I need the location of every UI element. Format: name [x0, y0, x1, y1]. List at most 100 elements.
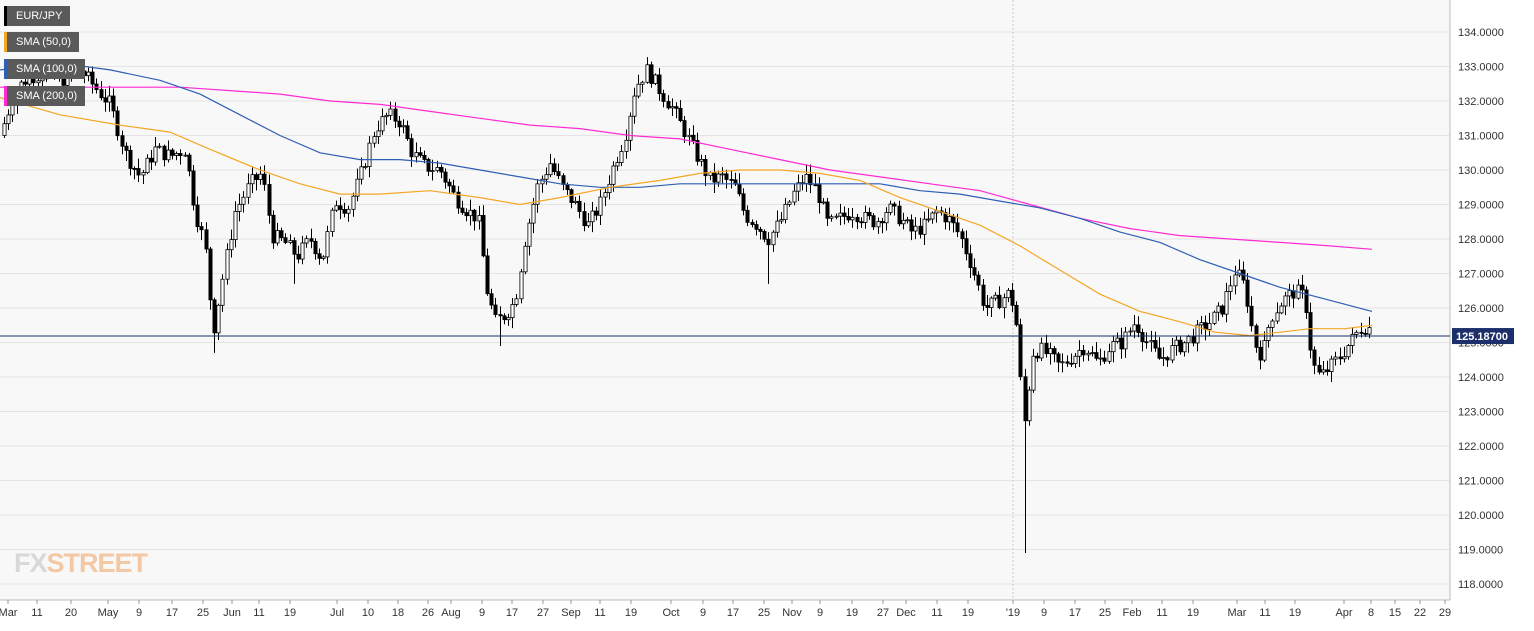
y-tick-label: 122.0000 — [1458, 441, 1504, 453]
candle-down — [1359, 331, 1364, 334]
candle-down — [191, 170, 196, 206]
candle-up — [1090, 352, 1095, 354]
candle-down — [972, 267, 977, 276]
candle-down — [464, 212, 469, 217]
candle-up — [922, 218, 927, 235]
sma-100-line — [0, 62, 1373, 312]
candle-down — [1065, 361, 1070, 364]
candle-up — [913, 225, 918, 232]
x-tick-label: 11 — [931, 607, 942, 619]
candle-up — [863, 211, 868, 223]
candle-down — [103, 97, 108, 103]
candle-down — [338, 205, 343, 210]
candle-up — [1161, 357, 1166, 360]
x-tick-label: Dec — [896, 607, 916, 619]
x-tick-label: Sep — [561, 607, 581, 619]
candle-down — [296, 253, 301, 260]
candle-down — [712, 172, 717, 183]
y-axis: 134.0000 133.0000 132.0000 131.0000 130.0000… — [1449, 0, 1504, 600]
y-tick-label: 129.0000 — [1458, 200, 1504, 212]
candle-up — [1132, 324, 1137, 332]
candle-down — [1258, 346, 1263, 361]
candle-down — [892, 203, 897, 207]
candle-down — [1010, 289, 1015, 306]
candle-up — [527, 222, 532, 247]
candle-up — [653, 74, 658, 84]
candle-down — [880, 221, 885, 224]
candle-down — [1245, 279, 1250, 307]
candle-down — [871, 215, 876, 228]
candle-up — [275, 230, 280, 244]
candle-down — [124, 145, 129, 151]
candle-up — [804, 173, 809, 184]
candle-up — [783, 203, 788, 221]
candle-up — [590, 210, 595, 223]
legend-label: SMA (200,0) — [16, 90, 78, 102]
candle-down — [418, 152, 423, 156]
candle-down — [90, 71, 95, 85]
candle-down — [212, 299, 217, 334]
candle-up — [1170, 345, 1175, 361]
candle-down — [271, 214, 276, 244]
candle-up — [514, 298, 519, 305]
gridlines — [0, 0, 1450, 600]
candle-down — [279, 230, 284, 239]
candle-up — [477, 215, 482, 222]
candle-up — [1212, 311, 1217, 324]
x-tick-label: 10 — [362, 607, 374, 619]
x-tick-label: Feb — [1123, 607, 1142, 619]
candle-up — [468, 209, 473, 217]
y-tick-label: 127.0000 — [1458, 269, 1504, 281]
candle-down — [745, 209, 750, 223]
candle-down — [1081, 349, 1086, 356]
candle-down — [120, 135, 125, 147]
candle-down — [552, 163, 557, 173]
candle-up — [506, 317, 511, 321]
y-tick-label: 133.0000 — [1458, 62, 1504, 74]
candle-down — [674, 106, 679, 109]
candle-down — [1014, 304, 1019, 326]
candle-up — [258, 173, 263, 180]
candle-down — [859, 221, 864, 224]
candle-down — [1023, 376, 1028, 422]
candle-down — [758, 228, 763, 232]
candle-down — [657, 74, 662, 95]
candle-up — [934, 210, 939, 214]
legend-swatch — [4, 59, 7, 79]
candle-up — [1111, 341, 1116, 353]
candle-up — [355, 178, 360, 197]
candle-down — [309, 238, 314, 242]
candle-up — [670, 106, 675, 109]
candle-down — [1308, 312, 1313, 351]
y-tick-label: 134.0000 — [1458, 27, 1504, 39]
candle-down — [556, 171, 561, 177]
x-tick-label: Nov — [782, 607, 802, 619]
candle-up — [636, 83, 641, 97]
candle-down — [1191, 336, 1196, 344]
candle-up — [157, 145, 162, 148]
y-tick-label: 130.0000 — [1458, 165, 1504, 177]
candle-down — [1056, 353, 1061, 363]
candle-up — [40, 78, 45, 82]
candle-down — [115, 110, 120, 137]
x-tick-label: 25 — [758, 607, 770, 619]
candle-down — [136, 168, 141, 176]
candle-down — [502, 315, 507, 321]
candle-down — [682, 120, 687, 138]
candle-up — [1149, 340, 1154, 343]
candle-down — [661, 93, 666, 102]
x-tick-label: Apr — [1335, 607, 1352, 619]
candle-down — [817, 184, 822, 204]
candle-up — [174, 153, 179, 156]
sma-200-line — [0, 86, 1373, 250]
candle-up — [888, 203, 893, 213]
x-tick-label: Jul — [330, 607, 344, 619]
candle-down — [766, 238, 771, 246]
candle-up — [615, 162, 620, 167]
candle-up — [989, 297, 994, 308]
candle-down — [447, 181, 452, 187]
candle-up — [628, 115, 633, 141]
x-tick-label: 19 — [284, 607, 296, 619]
legend-item-sma100: SMA (100,0) — [4, 59, 86, 79]
candle-down — [460, 207, 465, 213]
